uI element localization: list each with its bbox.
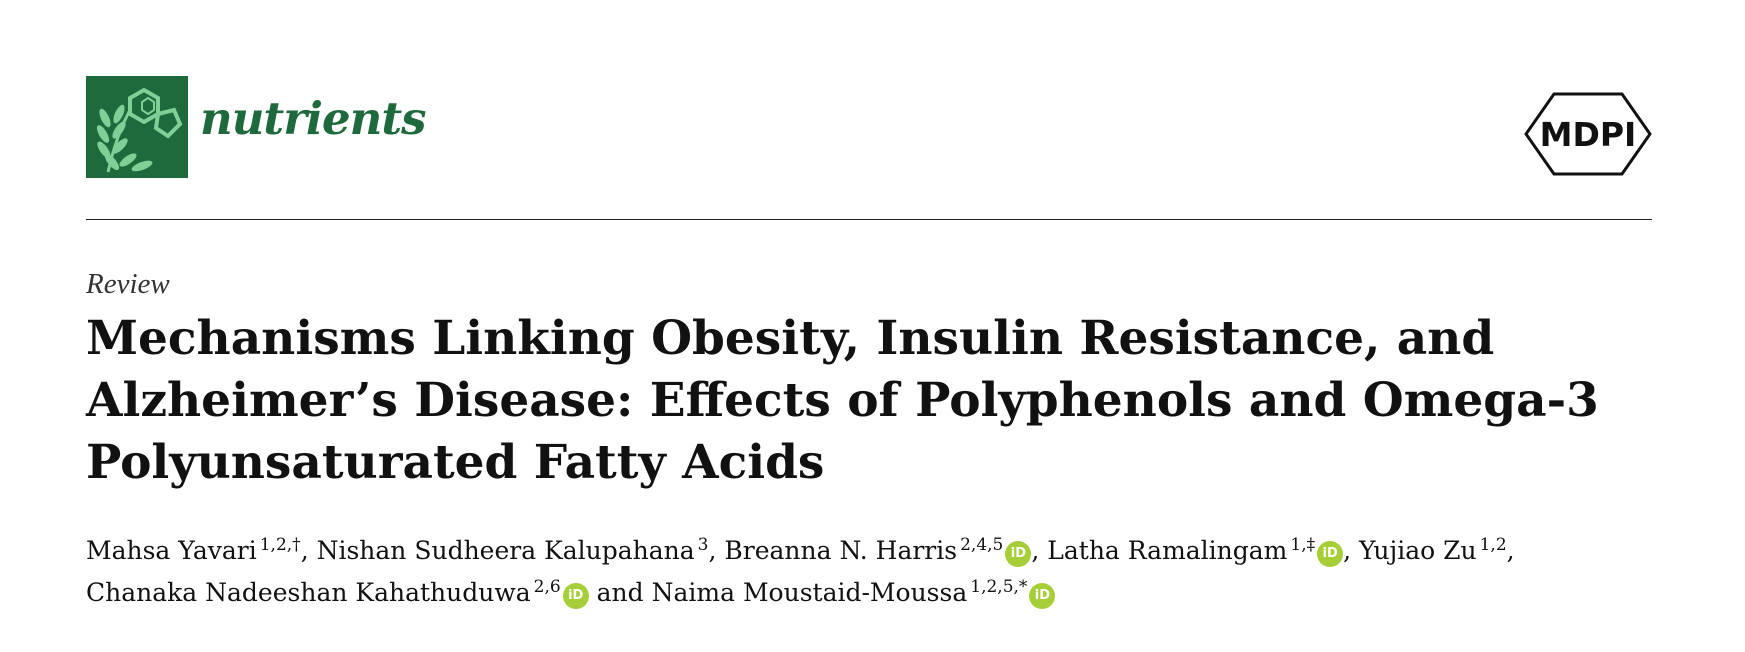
nutrients-logo-icon[interactable] [86, 76, 188, 178]
author-separator: , [1031, 536, 1040, 565]
header-divider [86, 219, 1652, 220]
author-name[interactable]: Breanna N. Harris [724, 536, 958, 565]
orcid-icon[interactable]: iD [1029, 583, 1056, 609]
author-name[interactable]: Latha Ramalingam [1047, 536, 1288, 565]
author-line-1: Mahsa Yavari 1,2,†, Nishan Sudheera Kalup… [86, 530, 1686, 572]
author-affiliations: 2,6 [533, 577, 561, 597]
mdpi-logo-icon[interactable]: MDPI [1522, 92, 1652, 176]
author-separator: , [300, 536, 309, 565]
author-conjunction: and [596, 578, 644, 607]
author-affiliations: 3 [697, 535, 709, 555]
author-name[interactable]: Naima Moustaid-Moussa [651, 578, 968, 607]
author-name[interactable]: Mahsa Yavari [86, 536, 257, 565]
author-name[interactable]: Nishan Sudheera Kalupahana [316, 536, 695, 565]
article-title: Mechanisms Linking Obesity, Insulin Resi… [86, 308, 1646, 494]
orcid-icon[interactable]: iD [562, 583, 589, 609]
title-line: Polyunsaturated Fatty Acids [86, 435, 825, 490]
orcid-icon[interactable]: iD [1005, 541, 1032, 567]
journal-name[interactable]: nutrients [200, 92, 426, 145]
author-separator: , [1506, 536, 1515, 565]
author-affiliations: 2,4,5 [960, 535, 1004, 555]
author-affiliations: 1,2,5,* [970, 577, 1028, 597]
title-line: Alzheimer’s Disease: Effects of Polyphen… [86, 373, 1599, 428]
author-affiliations: 1,2,† [259, 535, 301, 555]
author-list: Mahsa Yavari 1,2,†, Nishan Sudheera Kalup… [86, 530, 1686, 614]
author-name[interactable]: Yujiao Zu [1359, 536, 1477, 565]
author-line-2: Chanaka Nadeeshan Kahathuduwa 2,6 iD and N… [86, 572, 1686, 614]
author-name[interactable]: Chanaka Nadeeshan Kahathuduwa [86, 578, 531, 607]
author-separator: , [708, 536, 717, 565]
author-affiliations: 1,2 [1479, 535, 1507, 555]
orcid-icon[interactable]: iD [1317, 541, 1344, 567]
title-line: Mechanisms Linking Obesity, Insulin Resi… [86, 311, 1495, 366]
publisher-name: MDPI [1540, 115, 1637, 154]
article-type: Review [86, 268, 170, 300]
author-separator: , [1343, 536, 1352, 565]
author-affiliations: 1,‡ [1290, 535, 1316, 555]
journal-header: nutrients MDPI [86, 76, 1652, 180]
